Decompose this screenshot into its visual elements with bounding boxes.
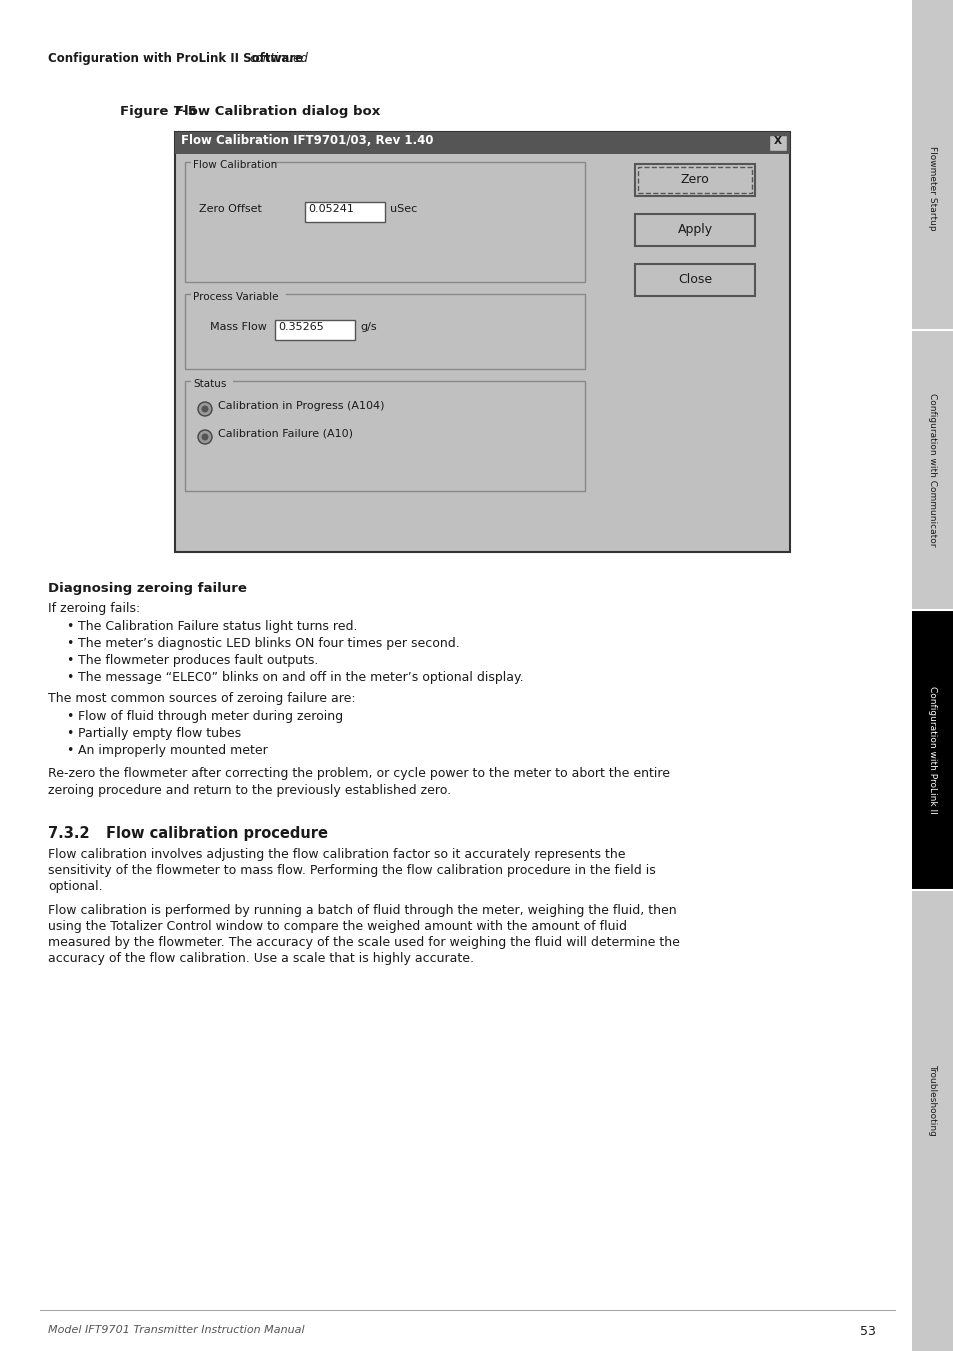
Text: •: •	[66, 744, 73, 757]
Text: Zero: Zero	[679, 173, 709, 186]
Text: 7.3.2: 7.3.2	[48, 825, 90, 842]
Text: uSec: uSec	[390, 204, 416, 213]
Text: 53: 53	[859, 1325, 875, 1337]
Bar	[635, 213, 754, 246]
Text: Configuration with Communicator: Configuration with Communicator	[927, 393, 937, 547]
Text: Close: Close	[678, 273, 711, 286]
Text: •: •	[66, 727, 73, 740]
Text: Diagnosing zeroing failure: Diagnosing zeroing failure	[48, 582, 247, 594]
Text: Re-zero the flowmeter after correcting the problem, or cycle power to the meter : Re-zero the flowmeter after correcting t…	[48, 767, 669, 780]
Text: Troubleshooting: Troubleshooting	[927, 1065, 937, 1136]
Text: The most common sources of zeroing failure are:: The most common sources of zeroing failu…	[48, 692, 355, 705]
Bar	[191, 380, 233, 390]
Text: using the Totalizer Control window to compare the weighed amount with the amount: using the Totalizer Control window to co…	[48, 920, 626, 934]
Bar	[191, 161, 271, 172]
Text: •: •	[66, 671, 73, 684]
Bar	[174, 132, 789, 154]
Circle shape	[201, 405, 209, 412]
Circle shape	[201, 434, 209, 440]
Bar	[911, 890, 953, 1310]
Text: Flow calibration is performed by running a batch of fluid through the meter, wei: Flow calibration is performed by running…	[48, 904, 676, 917]
Text: The flowmeter produces fault outputs.: The flowmeter produces fault outputs.	[78, 654, 318, 667]
Text: Flow Calibration: Flow Calibration	[193, 159, 277, 170]
Text: Flowmeter Startup: Flowmeter Startup	[927, 146, 937, 231]
Bar	[185, 381, 584, 490]
Text: Configuration with ProLink II: Configuration with ProLink II	[927, 686, 937, 813]
Text: measured by the flowmeter. The accuracy of the scale used for weighing the fluid: measured by the flowmeter. The accuracy …	[48, 936, 679, 948]
Text: Flow of fluid through meter during zeroing: Flow of fluid through meter during zeroi…	[78, 711, 343, 723]
Bar	[911, 47, 953, 330]
Text: Apply: Apply	[677, 223, 712, 236]
Circle shape	[198, 430, 212, 444]
Text: Flow calibration involves adjusting the flow calibration factor so it accurately: Flow calibration involves adjusting the …	[48, 848, 625, 861]
Text: Model IFT9701 Transmitter Instruction Manual: Model IFT9701 Transmitter Instruction Ma…	[48, 1325, 304, 1335]
Text: Figure 7-5: Figure 7-5	[120, 105, 196, 118]
Text: Status: Status	[193, 380, 226, 389]
Text: Mass Flow: Mass Flow	[210, 322, 267, 332]
Text: sensitivity of the flowmeter to mass flow. Performing the flow calibration proce: sensitivity of the flowmeter to mass flo…	[48, 865, 655, 877]
Bar	[911, 0, 953, 47]
Text: X: X	[773, 136, 781, 146]
Bar	[305, 203, 385, 222]
Bar	[638, 168, 751, 193]
Text: •: •	[66, 711, 73, 723]
Text: •: •	[66, 638, 73, 650]
Bar	[768, 135, 786, 151]
Bar	[635, 163, 754, 196]
Bar	[635, 263, 754, 296]
Text: Process Variable: Process Variable	[193, 292, 278, 303]
Text: The meter’s diagnostic LED blinks ON four times per second.: The meter’s diagnostic LED blinks ON fou…	[78, 638, 459, 650]
Bar	[185, 295, 584, 369]
Text: The message “ELEC0” blinks on and off in the meter’s optional display.: The message “ELEC0” blinks on and off in…	[78, 671, 523, 684]
Bar	[174, 132, 789, 553]
Text: Calibration in Progress (A104): Calibration in Progress (A104)	[218, 401, 384, 411]
Bar	[185, 162, 584, 282]
Bar	[274, 320, 355, 340]
Bar	[191, 293, 286, 303]
Text: Calibration Failure (A10): Calibration Failure (A10)	[218, 430, 353, 439]
Text: Flow calibration procedure: Flow calibration procedure	[106, 825, 328, 842]
Text: Zero Offset: Zero Offset	[199, 204, 262, 213]
Circle shape	[198, 403, 212, 416]
Text: If zeroing fails:: If zeroing fails:	[48, 603, 140, 615]
Text: g/s: g/s	[359, 322, 376, 332]
Text: zeroing procedure and return to the previously established zero.: zeroing procedure and return to the prev…	[48, 784, 451, 797]
Text: continued: continued	[249, 51, 308, 65]
Text: Flow Calibration dialog box: Flow Calibration dialog box	[160, 105, 379, 118]
Text: Configuration with ProLink II Software: Configuration with ProLink II Software	[48, 51, 303, 65]
Bar	[911, 611, 953, 890]
Bar	[911, 1310, 953, 1351]
Text: 0.05241: 0.05241	[308, 204, 354, 213]
Text: accuracy of the flow calibration. Use a scale that is highly accurate.: accuracy of the flow calibration. Use a …	[48, 952, 474, 965]
Text: The Calibration Failure status light turns red.: The Calibration Failure status light tur…	[78, 620, 357, 634]
Text: 0.35265: 0.35265	[277, 322, 323, 332]
Text: Flow Calibration IFT9701/03, Rev 1.40: Flow Calibration IFT9701/03, Rev 1.40	[181, 134, 433, 147]
Text: optional.: optional.	[48, 880, 103, 893]
Text: Partially empty flow tubes: Partially empty flow tubes	[78, 727, 241, 740]
Bar	[911, 330, 953, 611]
Text: •: •	[66, 620, 73, 634]
Text: An improperly mounted meter: An improperly mounted meter	[78, 744, 268, 757]
Text: •: •	[66, 654, 73, 667]
